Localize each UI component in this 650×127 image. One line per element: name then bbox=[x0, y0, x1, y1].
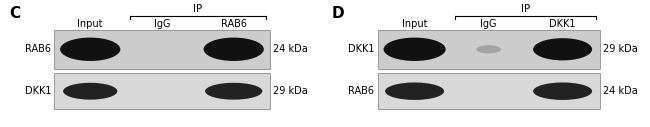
Text: IP: IP bbox=[521, 4, 530, 14]
FancyBboxPatch shape bbox=[55, 30, 270, 69]
Text: Input: Input bbox=[402, 19, 427, 29]
Ellipse shape bbox=[533, 38, 592, 60]
Ellipse shape bbox=[385, 82, 444, 100]
Ellipse shape bbox=[205, 83, 263, 100]
Text: RAB6: RAB6 bbox=[221, 19, 247, 29]
FancyBboxPatch shape bbox=[55, 74, 270, 109]
Text: C: C bbox=[10, 6, 21, 21]
Text: IP: IP bbox=[193, 4, 202, 14]
Text: 24 kDa: 24 kDa bbox=[603, 86, 638, 96]
Text: 24 kDa: 24 kDa bbox=[272, 44, 307, 54]
Text: 29 kDa: 29 kDa bbox=[272, 86, 307, 96]
Text: 29 kDa: 29 kDa bbox=[603, 44, 638, 54]
FancyBboxPatch shape bbox=[378, 74, 599, 109]
Ellipse shape bbox=[63, 83, 118, 100]
Text: RAB6: RAB6 bbox=[25, 44, 51, 54]
Text: IgG: IgG bbox=[153, 19, 170, 29]
Ellipse shape bbox=[60, 38, 120, 61]
Text: Input: Input bbox=[77, 19, 103, 29]
Ellipse shape bbox=[384, 38, 446, 61]
Text: IgG: IgG bbox=[480, 19, 497, 29]
Ellipse shape bbox=[533, 82, 592, 100]
Text: DKK1: DKK1 bbox=[25, 86, 51, 96]
Ellipse shape bbox=[476, 45, 501, 53]
FancyBboxPatch shape bbox=[378, 30, 599, 69]
Ellipse shape bbox=[203, 38, 264, 61]
Text: DKK1: DKK1 bbox=[549, 19, 576, 29]
Text: RAB6: RAB6 bbox=[348, 86, 374, 96]
Text: D: D bbox=[332, 6, 344, 21]
Text: DKK1: DKK1 bbox=[348, 44, 374, 54]
